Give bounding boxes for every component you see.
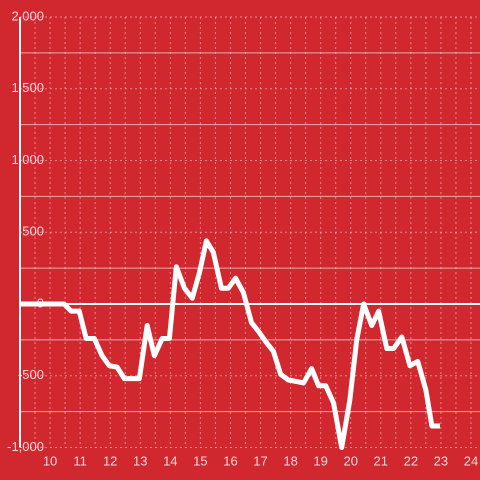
y-tick-label: -500 bbox=[18, 367, 44, 382]
x-tick-label: 10 bbox=[43, 453, 57, 468]
x-tick-label: 22 bbox=[404, 453, 418, 468]
y-tick-label: 2,000 bbox=[11, 8, 44, 23]
x-tick-label: 20 bbox=[343, 453, 357, 468]
x-tick-label: 17 bbox=[253, 453, 267, 468]
x-tick-label: 16 bbox=[223, 453, 237, 468]
x-tick-label: 23 bbox=[434, 453, 448, 468]
data-line bbox=[20, 238, 441, 450]
x-tick-label: 24 bbox=[464, 453, 478, 468]
y-tick-label: 1,500 bbox=[11, 80, 44, 95]
y-tick-label: 1,000 bbox=[11, 152, 44, 167]
x-tick-label: 21 bbox=[374, 453, 388, 468]
x-tick-label: 14 bbox=[163, 453, 177, 468]
x-tick-label: 19 bbox=[313, 453, 327, 468]
x-tick-label: 13 bbox=[133, 453, 147, 468]
x-tick-label: 11 bbox=[73, 453, 87, 468]
y-tick-label: 500 bbox=[22, 224, 44, 239]
x-tick-label: 15 bbox=[193, 453, 207, 468]
x-tick-label: 18 bbox=[283, 453, 297, 468]
y-tick-label: -1,000 bbox=[7, 439, 44, 454]
x-tick-label: 12 bbox=[103, 453, 117, 468]
